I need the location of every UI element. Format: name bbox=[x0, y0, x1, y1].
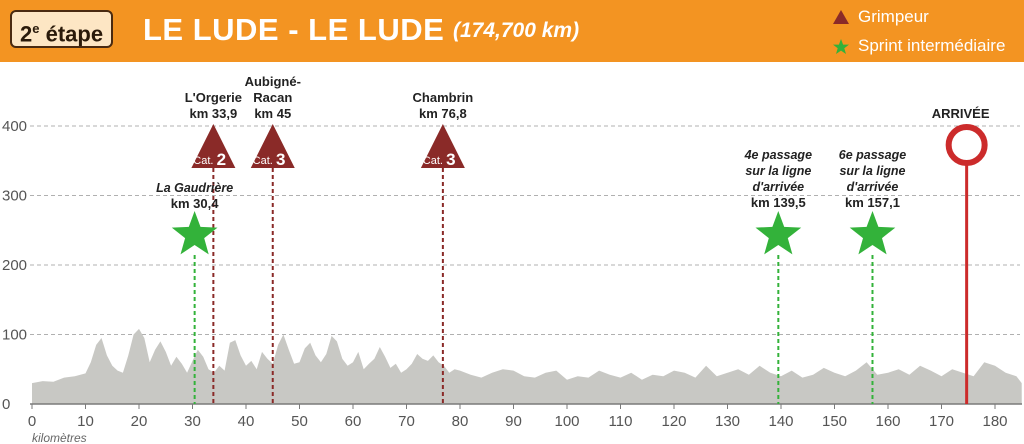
finish-circle-icon bbox=[945, 124, 988, 166]
x-tick-label: 130 bbox=[715, 413, 740, 430]
climb-name-label: Chambrin bbox=[413, 90, 474, 105]
sprint-name-label: sur la ligne bbox=[839, 164, 905, 178]
sprint-star-icon bbox=[171, 211, 218, 255]
climb-category-label: Cat. bbox=[193, 155, 213, 167]
climb-category-label: Cat. bbox=[423, 155, 443, 167]
sprint-name-label: d'arrivée bbox=[753, 180, 805, 194]
legend-sprint-label: Sprint intermédiaire bbox=[858, 36, 1006, 55]
x-tick-label: 100 bbox=[554, 413, 579, 430]
climb-km-label: km 33,9 bbox=[190, 106, 238, 121]
y-tick-label: 100 bbox=[2, 327, 27, 344]
legend-climb-label: Grimpeur bbox=[858, 7, 929, 26]
y-tick-label: 300 bbox=[2, 188, 27, 205]
route-distance: (174,700 km) bbox=[453, 19, 580, 42]
x-tick-label: 180 bbox=[982, 413, 1007, 430]
sprint-name-label: La Gaudrière bbox=[156, 181, 233, 195]
stage-suffix: e bbox=[32, 21, 40, 36]
x-tick-label: 10 bbox=[77, 413, 94, 430]
x-tick-label: 80 bbox=[452, 413, 469, 430]
triangle-icon bbox=[833, 10, 849, 24]
climb-km-label: km 45 bbox=[254, 106, 291, 121]
y-tick-label: 200 bbox=[2, 257, 27, 274]
climb-triangle-icon bbox=[250, 124, 295, 168]
stage-header: 2e étape LE LUDE - LE LUDE (174,700 km) … bbox=[0, 0, 1024, 62]
sprint-name-label: 4e passage bbox=[744, 148, 812, 162]
climb-name-label: Racan bbox=[253, 90, 292, 105]
x-tick-label: 60 bbox=[345, 413, 362, 430]
x-tick-label: 160 bbox=[875, 413, 900, 430]
sprint-km-label: km 30,4 bbox=[171, 196, 219, 211]
star-icon bbox=[833, 39, 849, 54]
x-tick-label: 40 bbox=[238, 413, 255, 430]
x-tick-label: 170 bbox=[929, 413, 954, 430]
climb-name-label: Aubigné- bbox=[245, 74, 301, 89]
sprint-star-icon bbox=[849, 211, 896, 255]
y-tick-label: 400 bbox=[2, 118, 27, 135]
x-tick-label: 90 bbox=[505, 413, 522, 430]
climb-category-number: 3 bbox=[276, 150, 285, 169]
climb-name-label: L'Orgerie bbox=[185, 90, 242, 105]
climb-category-number: 3 bbox=[446, 150, 455, 169]
stage-word: étape bbox=[45, 21, 104, 47]
y-axis: 0 100 200 300 400 bbox=[2, 118, 27, 413]
sprint-km-label: km 157,1 bbox=[845, 195, 900, 210]
x-tick-label: 110 bbox=[609, 413, 633, 430]
x-tick-label: 30 bbox=[184, 413, 201, 430]
x-tick-label: 140 bbox=[768, 413, 793, 430]
sprint-star-icon bbox=[755, 211, 802, 255]
x-axis: 0 10 20 30 40 50 60 70 80 90 100 110 120 130 140 150 160… bbox=[28, 404, 1008, 430]
x-axis-label: kilomètres bbox=[32, 431, 87, 444]
y-tick-label: 0 bbox=[2, 396, 10, 413]
route-title: LE LUDE - LE LUDE bbox=[143, 12, 445, 47]
elevation-profile-chart: 0 100 200 300 400 0 10 20 30 40 50 60 70 80 90 100 110 1… bbox=[2, 74, 1022, 444]
x-tick-label: 150 bbox=[822, 413, 847, 430]
x-tick-label: 120 bbox=[661, 413, 686, 430]
climb-category-number: 2 bbox=[217, 150, 226, 169]
x-tick-label: 50 bbox=[291, 413, 308, 430]
climb-category-label: Cat. bbox=[253, 155, 273, 167]
stage-number: 2 bbox=[20, 21, 33, 47]
sprint-name-label: 6e passage bbox=[839, 148, 906, 162]
climb-km-label: km 76,8 bbox=[419, 106, 467, 121]
climb-triangle-icon bbox=[191, 124, 236, 168]
sprint-name-label: d'arrivée bbox=[847, 180, 899, 194]
climb-triangle-icon bbox=[420, 124, 465, 168]
x-tick-label: 70 bbox=[398, 413, 415, 430]
x-tick-label: 0 bbox=[28, 413, 36, 430]
finish-label: ARRIVÉE bbox=[932, 106, 990, 121]
sprint-name-label: sur la ligne bbox=[745, 164, 811, 178]
elevation-profile-area bbox=[32, 328, 1022, 404]
stage-badge: 2e étape bbox=[10, 10, 114, 48]
sprint-km-label: km 139,5 bbox=[751, 195, 806, 210]
x-tick-label: 20 bbox=[131, 413, 148, 430]
